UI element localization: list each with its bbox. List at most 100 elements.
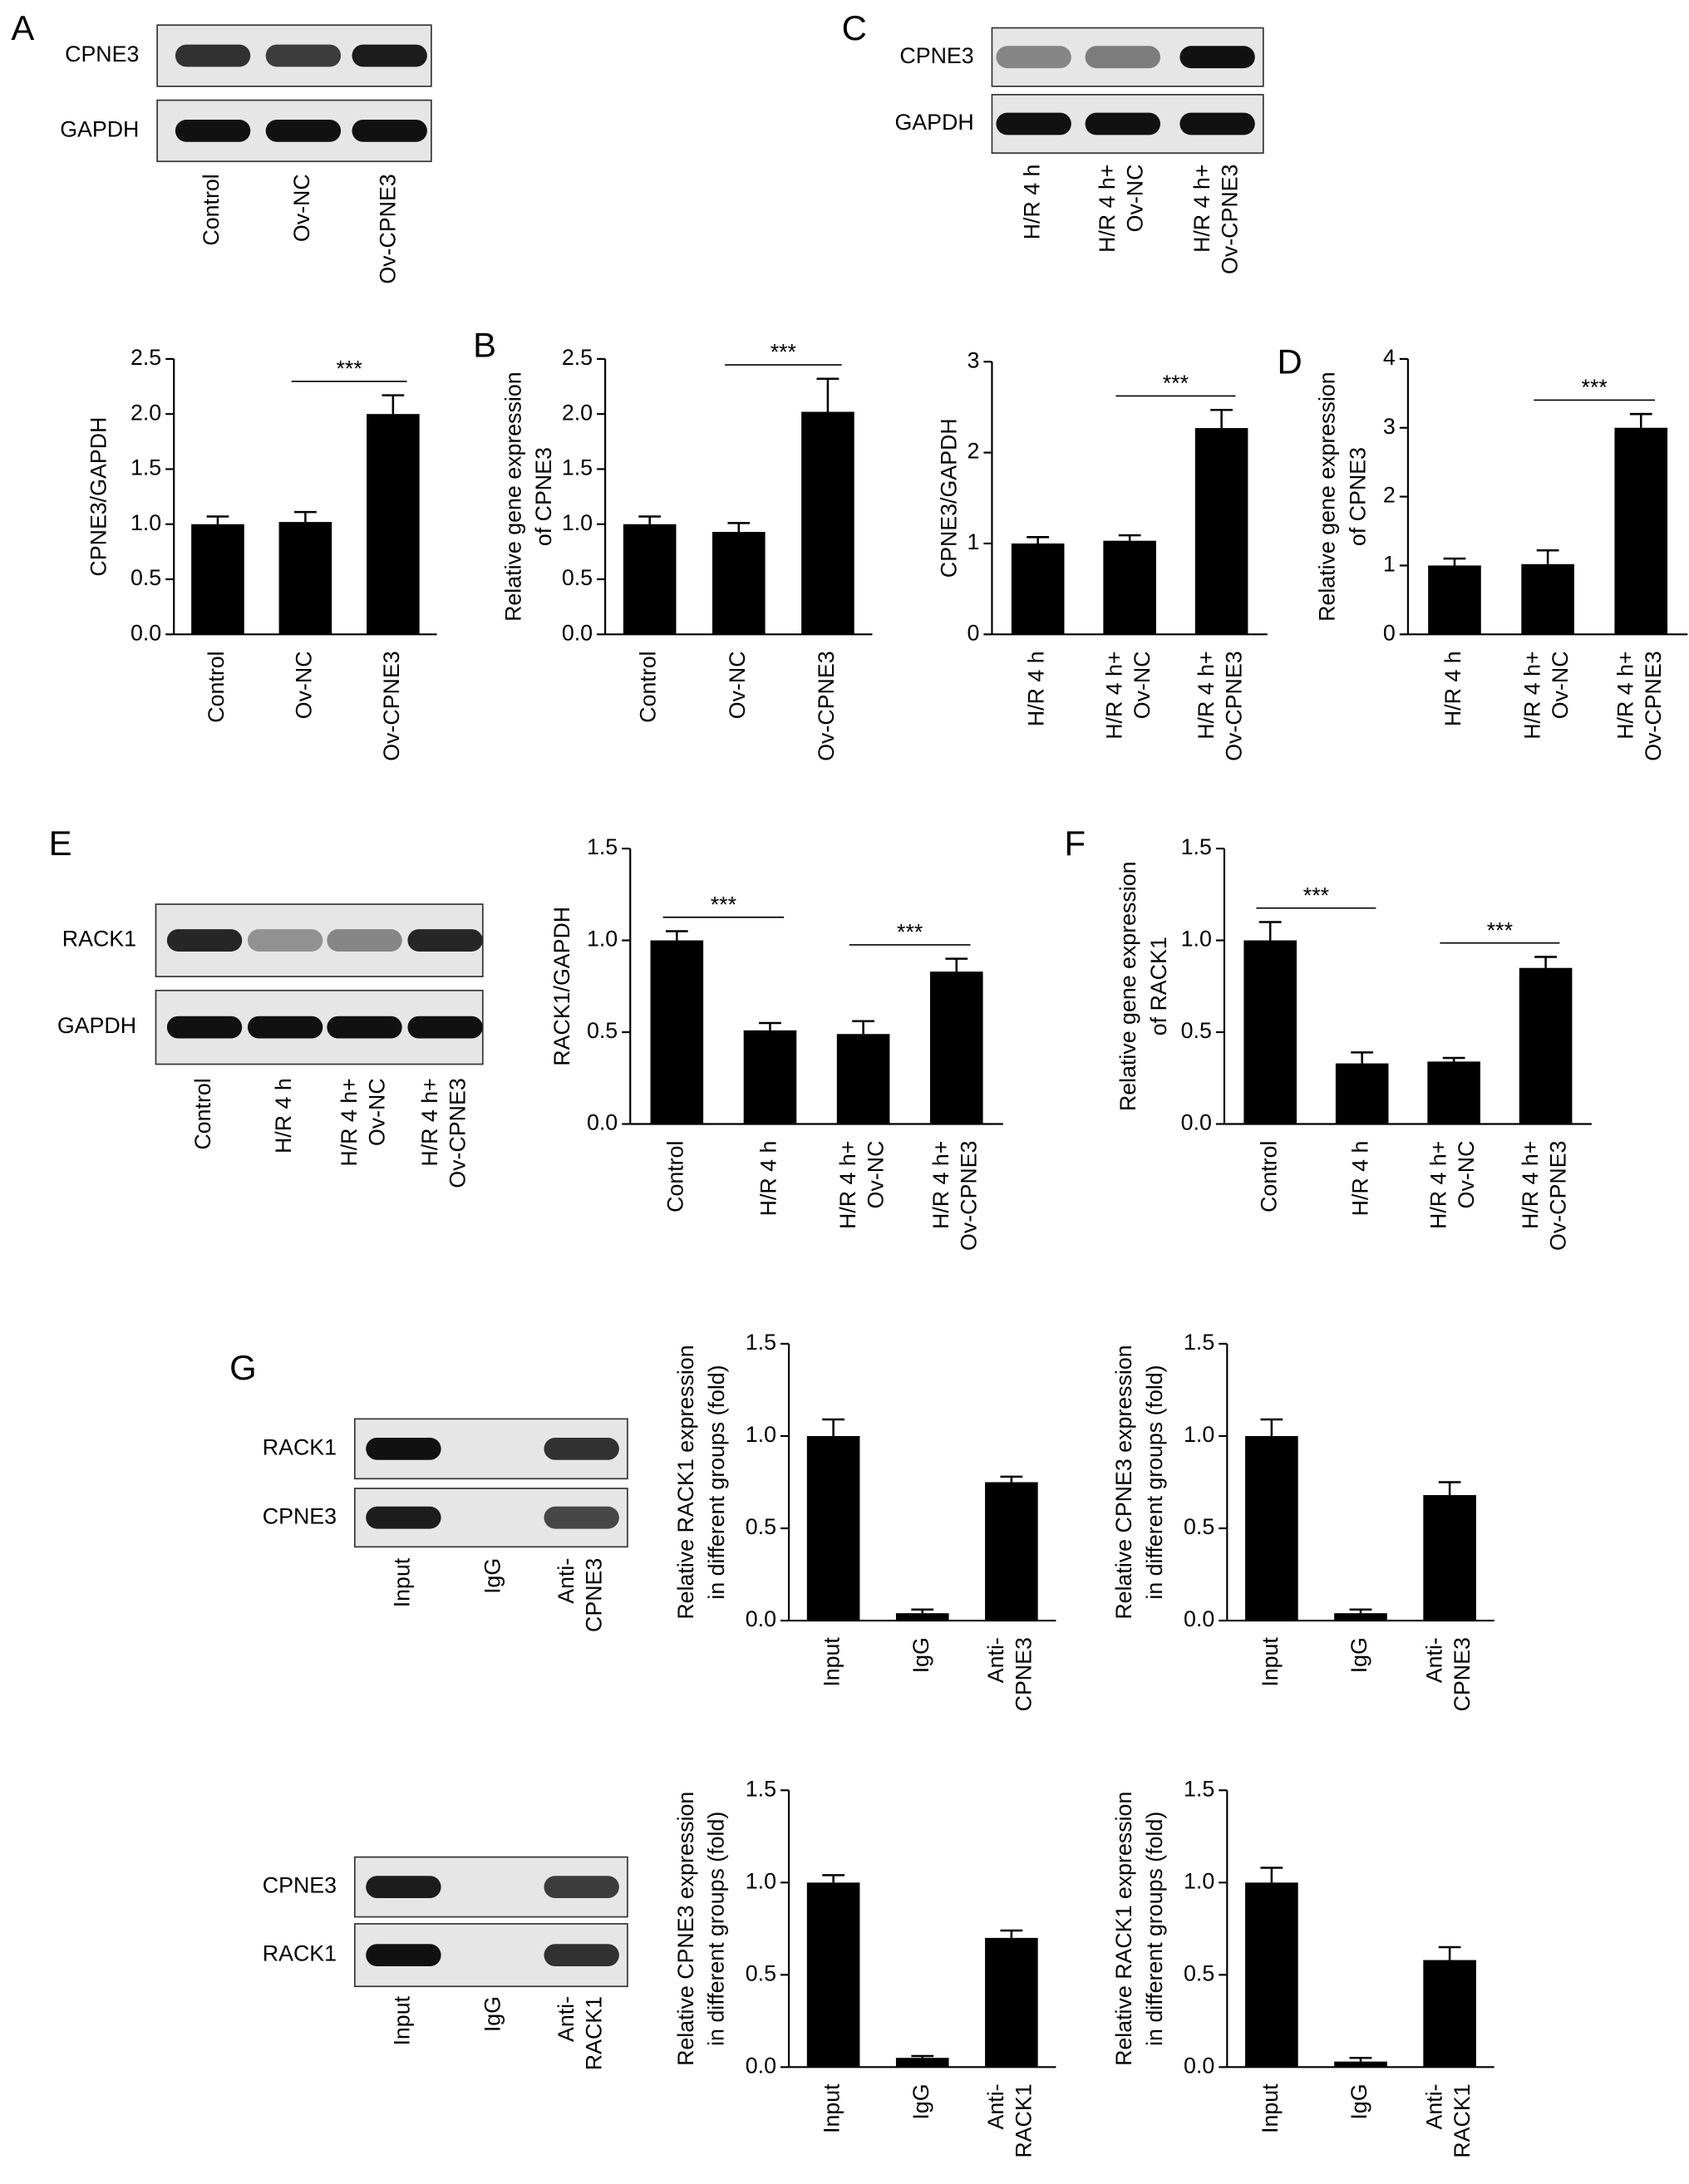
bar (806, 1435, 860, 1621)
lane-label: H/R 4 h+ (417, 1078, 442, 1166)
y-tick-label: 2.5 (562, 345, 593, 370)
x-tick-label: Ov-NC (1454, 1141, 1479, 1209)
blot-band (166, 1016, 243, 1039)
y-tick-label: 1.5 (562, 455, 593, 480)
blot-band (366, 1506, 441, 1529)
x-tick-label: IgG (909, 1637, 933, 1673)
bar (1243, 940, 1297, 1124)
x-tick-label: Ov-CPNE3 (814, 651, 839, 760)
y-axis-label: Relative CPNE3 expression (673, 1792, 698, 2066)
y-tick-label: 4 (1383, 345, 1396, 370)
x-tick-label: Ov-CPNE3 (1221, 651, 1246, 760)
x-tick-label: Control (1256, 1141, 1281, 1213)
error-bar (816, 377, 840, 412)
panel-letter: C (842, 8, 867, 47)
error-bar (1351, 1051, 1374, 1064)
y-tick-label: 1.0 (1184, 1422, 1214, 1447)
blot-band (247, 1016, 323, 1039)
blot-band (366, 1944, 441, 1966)
blot-band (407, 929, 483, 952)
x-tick-label: Input (1258, 2083, 1283, 2133)
error-bar (1534, 956, 1557, 968)
bar (985, 1937, 1038, 2068)
error-bar (945, 957, 968, 972)
y-axis-label: in different groups (fold) (704, 1812, 729, 2046)
y-tick-label: 0.0 (1181, 1110, 1212, 1135)
panel-letter: A (11, 8, 34, 47)
bar (1245, 1882, 1298, 2068)
lane-label: H/R 4 h+ (337, 1078, 362, 1166)
error-bar (822, 1418, 844, 1436)
x-tick-label: H/R 4 h (1024, 651, 1049, 726)
panel-letter: F (1064, 824, 1086, 863)
blot-row-label: RACK1 (263, 1941, 337, 1966)
lane-label: Ov-CPNE3 (376, 174, 401, 283)
significance-label: *** (771, 340, 796, 365)
y-tick-label: 1.0 (1184, 1868, 1214, 1893)
y-tick-label: 2 (967, 439, 979, 464)
significance-label: *** (1163, 371, 1189, 396)
bar (1334, 2061, 1387, 2068)
x-tick-label: Ov-CPNE3 (1545, 1141, 1570, 1251)
lane-label: H/R 4 h+ (1095, 165, 1120, 253)
y-axis-label: of CPNE3 (1345, 447, 1370, 546)
lane-label: H/R 4 h (1020, 165, 1045, 240)
x-tick-label: Anti- (983, 1637, 1008, 1683)
error-bar (1442, 1056, 1465, 1062)
y-axis-label: Relative gene expression (500, 371, 525, 622)
y-tick-label: 0.0 (562, 620, 593, 645)
blot-band (1179, 46, 1255, 69)
y-axis-label: of CPNE3 (531, 447, 556, 546)
y-axis-label: in different groups (fold) (704, 1365, 729, 1599)
y-tick-label: 1.5 (1184, 1776, 1214, 1801)
bar (1245, 1435, 1298, 1621)
bar (1103, 540, 1156, 635)
x-tick-label: Anti- (983, 2083, 1008, 2129)
y-tick-label: 1.0 (1181, 927, 1212, 952)
significance-label: *** (711, 892, 736, 917)
x-tick-label: Ov-NC (1548, 651, 1573, 719)
panel-letter: E (49, 824, 72, 863)
y-tick-label: 1 (967, 529, 979, 554)
bar (806, 1882, 860, 2068)
bar (895, 1613, 949, 1621)
lane-label: Anti- (554, 1996, 579, 2042)
lane-label: IgG (480, 1996, 505, 2032)
y-tick-label: 2.0 (562, 400, 593, 425)
x-tick-label: Ov-CPNE3 (379, 651, 404, 760)
error-bar (294, 510, 317, 523)
error-bar (1629, 412, 1652, 428)
y-tick-label: 1.5 (130, 455, 161, 480)
significance-label: *** (897, 920, 923, 945)
y-axis-label: Relative RACK1 expression (1111, 1792, 1136, 2066)
error-bar (1000, 1929, 1023, 1938)
lane-label: IgG (480, 1558, 505, 1594)
error-bar (759, 1021, 781, 1031)
y-axis-label: Relative RACK1 expression (673, 1345, 698, 1619)
x-tick-label: Ov-CPNE3 (1641, 651, 1666, 760)
lane-label: Ov-NC (1123, 165, 1148, 233)
bar (929, 971, 983, 1124)
y-tick-label: 0.5 (746, 1960, 776, 1985)
y-axis-label: Relative gene expression (1115, 862, 1140, 1112)
y-axis-label: of RACK1 (1146, 937, 1171, 1035)
blot-row-label: CPNE3 (263, 1873, 337, 1898)
bar (367, 414, 420, 635)
y-tick-label: 1.0 (746, 1422, 776, 1447)
x-tick-label: H/R 4 h+ (1519, 651, 1544, 739)
y-tick-label: 0.0 (1184, 1606, 1214, 1631)
x-tick-label: Ov-NC (1130, 651, 1155, 719)
error-bar (1118, 534, 1141, 541)
lane-label: RACK1 (581, 1996, 606, 2070)
lane-label: H/R 4 h+ (1189, 165, 1214, 253)
y-tick-label: 1.5 (1181, 834, 1212, 859)
y-tick-label: 0.5 (130, 565, 161, 590)
lane-label: Ov-CPNE3 (445, 1078, 470, 1188)
lane-label: CPNE3 (581, 1558, 606, 1632)
lane-label: Ov-NC (364, 1078, 389, 1146)
y-tick-label: 0.5 (587, 1018, 618, 1043)
blot-row-label: RACK1 (263, 1434, 337, 1459)
y-tick-label: 0.0 (746, 1606, 776, 1631)
error-bar (1260, 1418, 1283, 1436)
